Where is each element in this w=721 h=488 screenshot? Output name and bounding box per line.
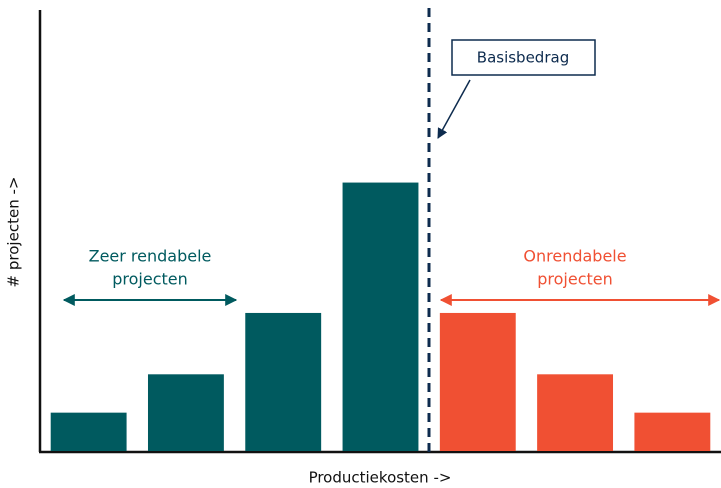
bar bbox=[50, 412, 127, 451]
bar bbox=[245, 312, 322, 451]
annotation-arrow bbox=[437, 79, 471, 139]
bar bbox=[439, 312, 516, 451]
bar bbox=[342, 182, 419, 451]
annotation: Basisbedrag bbox=[477, 49, 569, 67]
range-label: Zeer rendabele bbox=[89, 247, 212, 266]
bar bbox=[537, 374, 614, 451]
bar bbox=[634, 412, 711, 451]
range-label: Onrendabele bbox=[523, 247, 626, 266]
x-axis-label: Productiekosten -> bbox=[309, 469, 452, 487]
range-label: projecten bbox=[112, 270, 188, 289]
bar bbox=[147, 374, 224, 451]
y-axis-label: # projecten -> bbox=[5, 177, 23, 288]
annotation-box bbox=[451, 39, 596, 76]
range-label: projecten bbox=[537, 270, 613, 289]
